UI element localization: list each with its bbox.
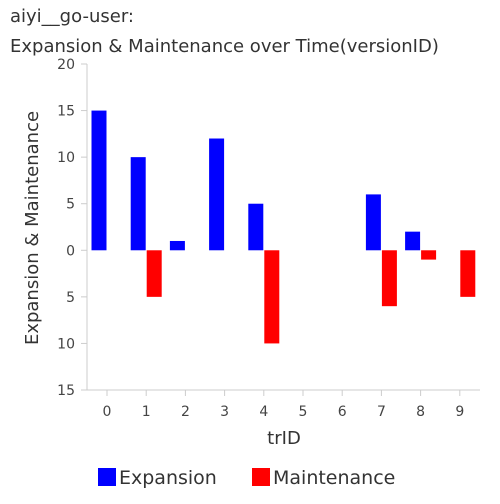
bar-maintenance-4 bbox=[264, 250, 280, 344]
y-axis-title: Expansion & Maintenance bbox=[22, 111, 43, 345]
x-tick-label: 9 bbox=[455, 404, 464, 420]
y-tick-label: 5 bbox=[66, 290, 75, 306]
bar-expansion-7 bbox=[365, 194, 381, 251]
x-tick-label: 3 bbox=[220, 404, 229, 420]
y-tick-label: 5 bbox=[66, 197, 75, 213]
x-tick-label: 5 bbox=[299, 404, 308, 420]
legend-item-expansion: Expansion bbox=[98, 467, 217, 489]
bar-maintenance-1 bbox=[146, 250, 162, 297]
chart-title-line-2: Expansion & Maintenance over Time(versio… bbox=[10, 36, 439, 57]
legend-item-maintenance: Maintenance bbox=[252, 467, 395, 489]
x-tick-label: 6 bbox=[338, 404, 347, 420]
x-axis-title: trID bbox=[267, 428, 301, 449]
x-tick-label: 4 bbox=[259, 404, 268, 420]
x-tick-label: 2 bbox=[181, 404, 190, 420]
x-tick-label: 7 bbox=[377, 404, 386, 420]
x-tick-label: 1 bbox=[142, 404, 151, 420]
legend: Expansion Maintenance bbox=[98, 467, 395, 489]
bar-expansion-4 bbox=[248, 203, 264, 251]
bar-expansion-3 bbox=[209, 138, 225, 251]
plot-area: 20 15 10 5 0 5 10 15 0 1 2 3 4 5 6 7 8 9 bbox=[57, 57, 480, 420]
legend-swatch bbox=[252, 468, 270, 486]
y-tick-label: 15 bbox=[57, 383, 75, 399]
legend-label: Expansion bbox=[119, 467, 217, 489]
y-tick-label: 20 bbox=[57, 57, 75, 73]
bar-maintenance-7 bbox=[381, 250, 397, 307]
bar-expansion-8 bbox=[405, 231, 421, 251]
bar-maintenance-9 bbox=[460, 250, 476, 297]
x-tick-label: 8 bbox=[416, 404, 425, 420]
y-tick-label: 10 bbox=[57, 150, 75, 166]
y-tick-label: 0 bbox=[66, 243, 75, 259]
y-tick-label: 10 bbox=[57, 336, 75, 352]
chart-title-line-1: aiyi__go-user: bbox=[10, 6, 134, 27]
bar-maintenance-8 bbox=[421, 250, 437, 260]
y-tick-label: 15 bbox=[57, 104, 75, 120]
bar-expansion-1 bbox=[130, 157, 146, 251]
bar-expansion-0 bbox=[91, 110, 107, 251]
bar-expansion-2 bbox=[169, 240, 185, 251]
x-tick-label: 0 bbox=[103, 404, 112, 420]
legend-swatch bbox=[98, 468, 116, 486]
legend-label: Maintenance bbox=[273, 467, 395, 489]
